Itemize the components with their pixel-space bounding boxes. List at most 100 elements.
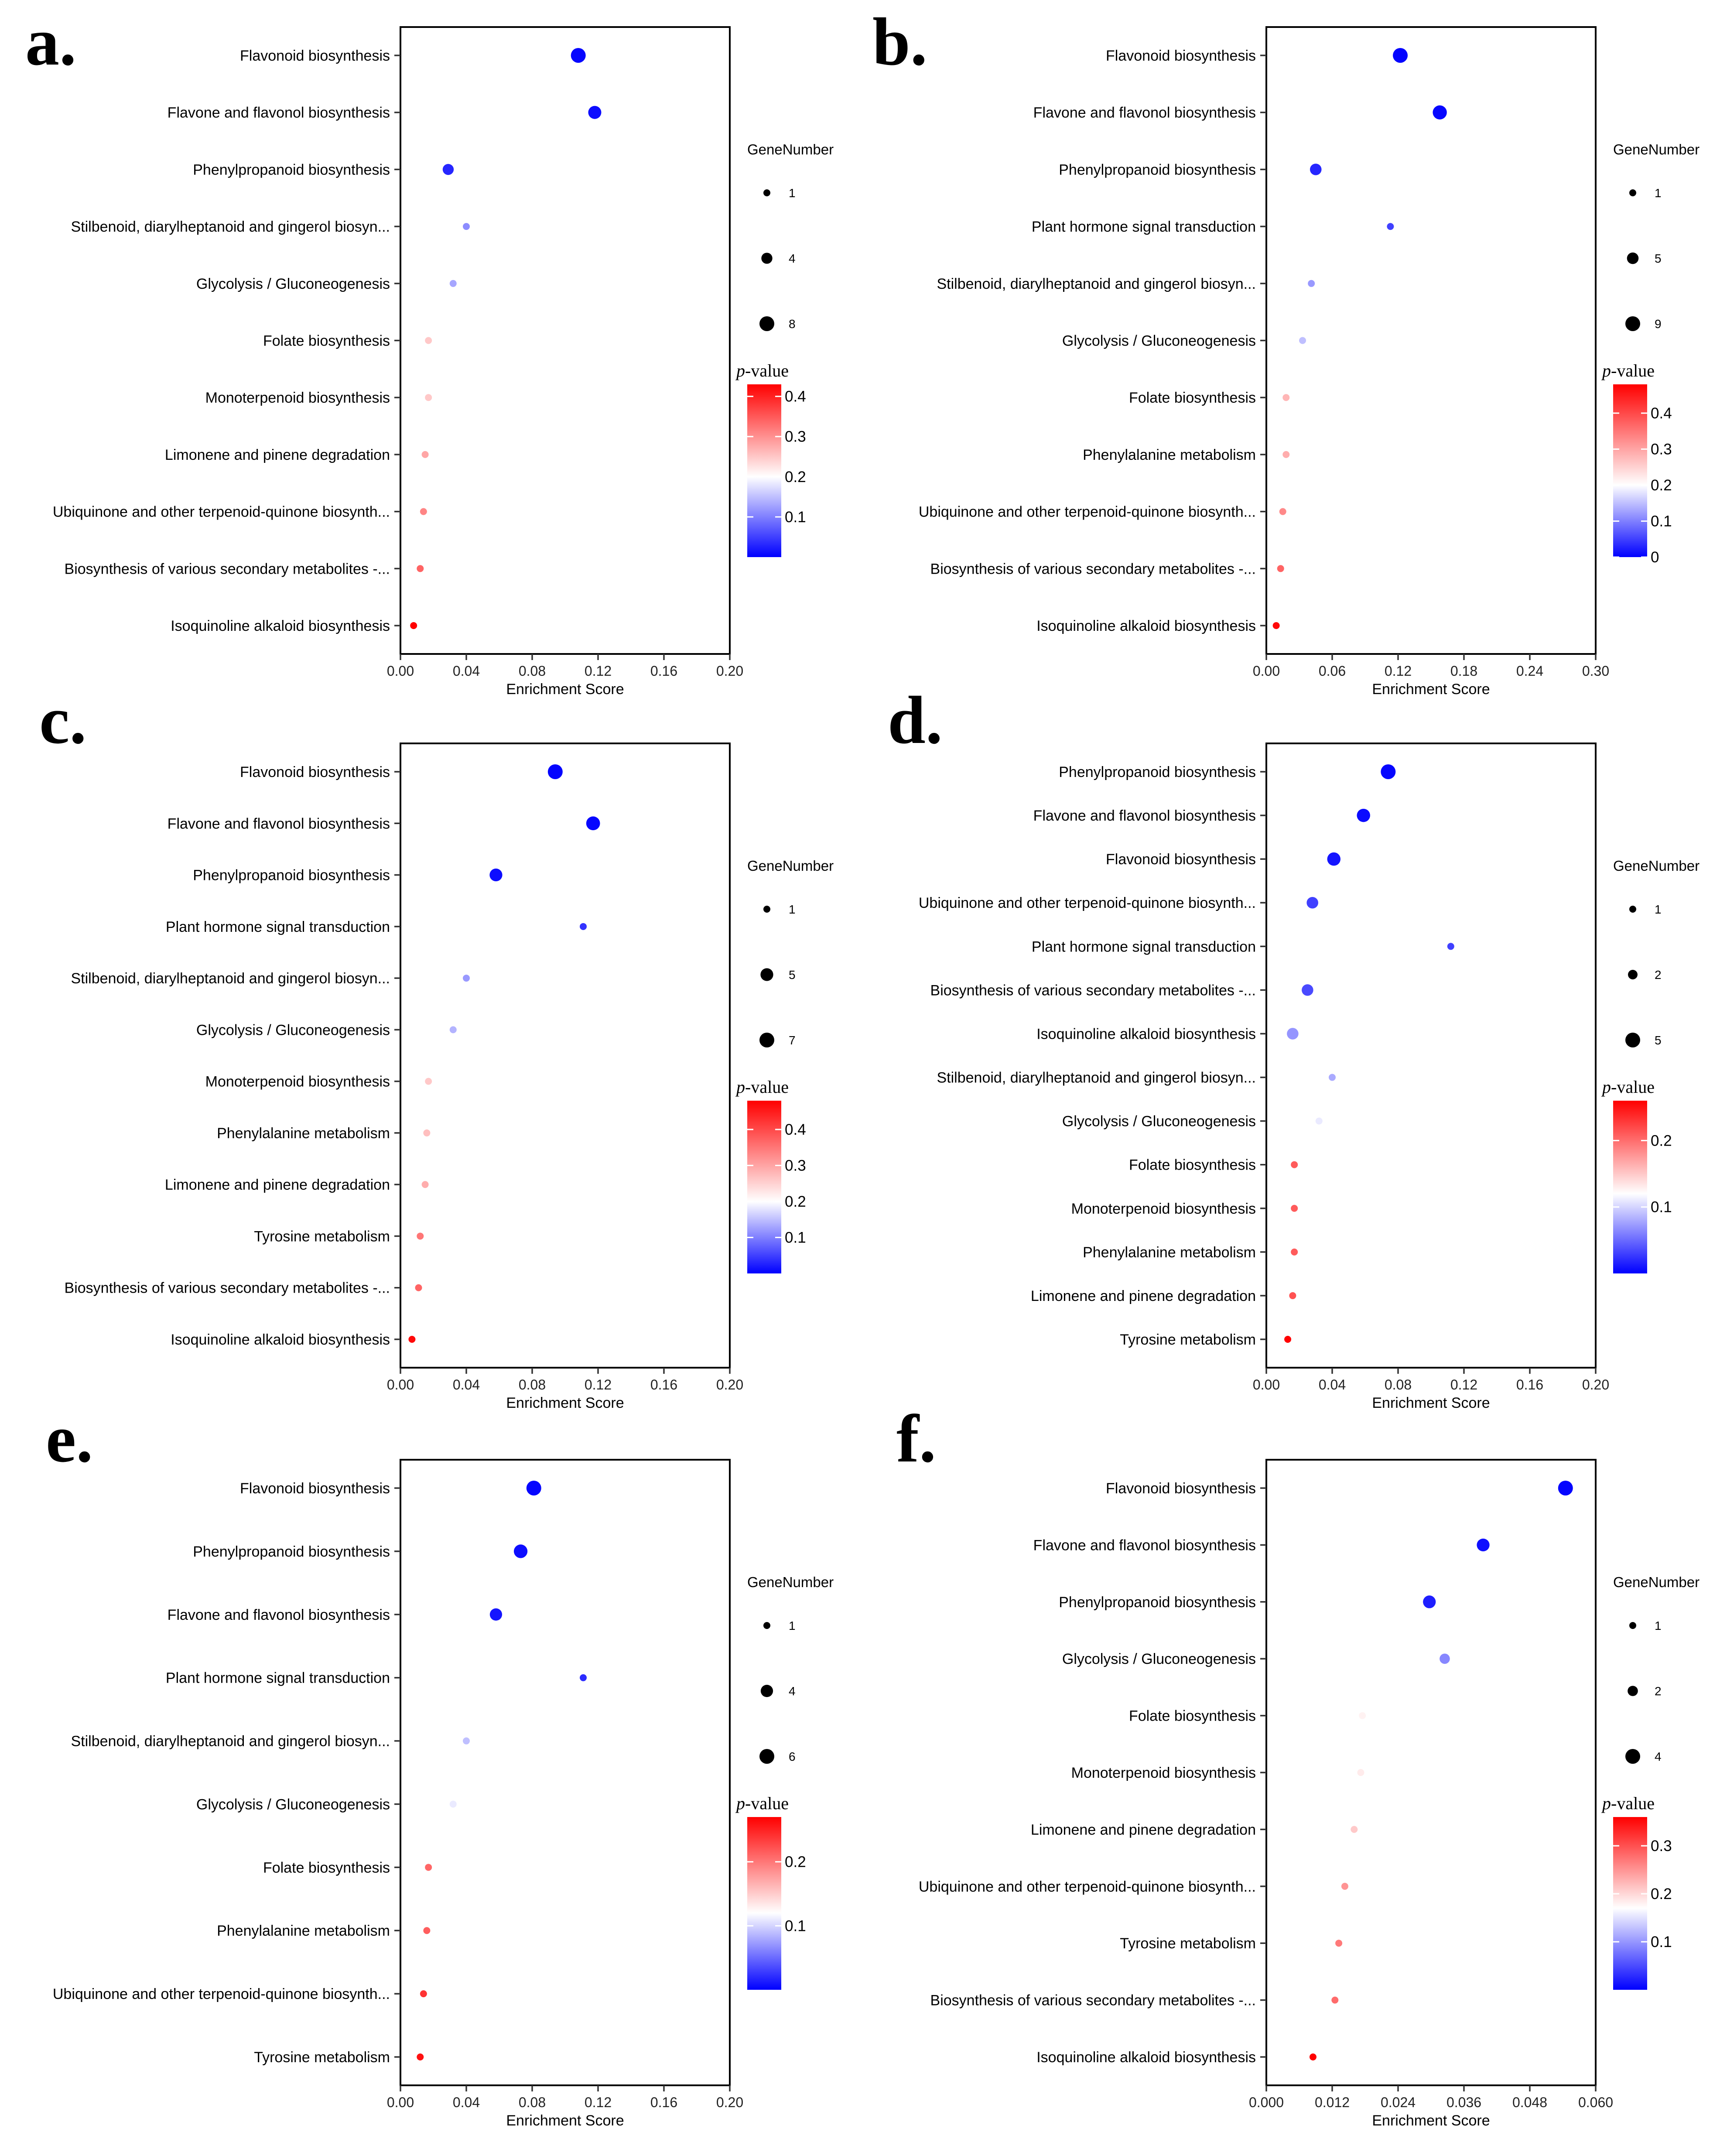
y-tick-label: Flavone and flavonol biosynthesis — [1033, 105, 1256, 121]
size-legend-label: 1 — [789, 1619, 796, 1632]
color-bar-label: 0 — [1651, 549, 1659, 566]
color-bar-label: 0.2 — [785, 1854, 806, 1871]
y-tick-label: Phenylalanine metabolism — [217, 1923, 390, 1939]
panel-c: c. 0.00 0.04 0.08 0.12 0.16 0.20 Enrichment Sco… — [39, 682, 834, 1411]
data-point — [571, 48, 586, 63]
color-bar — [747, 384, 781, 557]
x-tick-label: 0.24 — [1516, 663, 1543, 679]
y-tick-label: Glycolysis / Gluconeogenesis — [1062, 1113, 1256, 1130]
x-tick-label: 0.04 — [453, 2094, 480, 2110]
data-point — [425, 1864, 432, 1871]
size-legend-label: 5 — [1655, 1034, 1662, 1047]
y-tick-label: Isoquinoline alkaloid biosynthesis — [1036, 2049, 1256, 2066]
y-tick-label: Tyrosine metabolism — [254, 1228, 390, 1245]
data-point — [421, 1181, 429, 1188]
data-point — [449, 280, 457, 287]
size-legend-dot — [1628, 970, 1638, 979]
y-tick-label: Phenylpropanoid biosynthesis — [1059, 161, 1256, 178]
data-point — [1351, 1826, 1358, 1833]
panel-label: d. — [888, 682, 943, 758]
size-legend-label: 4 — [1655, 1750, 1662, 1763]
data-point — [425, 394, 432, 401]
data-point — [1282, 451, 1290, 458]
size-legend-dot — [1629, 906, 1636, 913]
x-axis-label: Enrichment Score — [506, 2112, 624, 2129]
plot-frame — [1265, 743, 1597, 1369]
x-tick-label: 0.30 — [1582, 663, 1609, 679]
y-tick-label: Flavonoid biosynthesis — [240, 764, 390, 780]
size-legend-dot — [1628, 1686, 1638, 1696]
x-tick-label: 0.16 — [650, 2094, 677, 2110]
size-legend-label: 8 — [789, 317, 796, 331]
data-point — [489, 1608, 503, 1621]
size-legend-label: 5 — [1655, 252, 1662, 265]
data-point — [586, 816, 600, 831]
color-bar-label: 0.2 — [785, 469, 806, 486]
x-tick-label: 0.12 — [585, 663, 612, 679]
x-tick-label: 0.00 — [387, 2094, 414, 2110]
data-point — [1306, 897, 1318, 909]
y-tick-label: Tyrosine metabolism — [1120, 1935, 1256, 1952]
size-legend-label: 1 — [789, 186, 796, 200]
size-legend-label: 7 — [789, 1034, 796, 1047]
data-point — [1381, 764, 1396, 779]
x-tick-label: 0.048 — [1512, 2094, 1547, 2110]
color-bar-label: 0.3 — [785, 1157, 806, 1174]
panel-f: f. 0.000 0.012 0.024 0.036 0.048 0.060 Enrichme… — [896, 1401, 1699, 2129]
data-point — [1477, 1538, 1490, 1552]
x-axis-label: Enrichment Score — [506, 681, 624, 698]
y-tick-label: Flavonoid biosynthesis — [240, 1480, 390, 1497]
size-legend-label: 1 — [789, 903, 796, 916]
color-legend-title: p-value — [1601, 361, 1655, 380]
plot-frame — [1265, 26, 1597, 655]
x-tick-label: 0.20 — [716, 2094, 743, 2110]
data-point — [1359, 1712, 1366, 1719]
color-bar-label: 0.1 — [785, 509, 806, 526]
color-bar-label: 0.4 — [1651, 405, 1672, 422]
size-legend-label: 6 — [789, 1750, 796, 1763]
color-bar-label: 0.1 — [1651, 513, 1672, 530]
data-point — [580, 1674, 587, 1681]
y-tick-label: Flavone and flavonol biosynthesis — [1033, 1537, 1256, 1554]
data-point — [1277, 565, 1284, 572]
data-point — [420, 1990, 427, 1998]
x-axis-label: Enrichment Score — [1372, 1395, 1490, 1411]
x-tick-label: 0.04 — [453, 663, 480, 679]
y-tick-label: Ubiquinone and other terpenoid-quinone b… — [53, 504, 390, 520]
x-axis-label: Enrichment Score — [1372, 2112, 1490, 2129]
y-tick-label: Tyrosine metabolism — [254, 2049, 390, 2066]
data-point — [417, 565, 424, 572]
data-point — [463, 975, 470, 982]
data-point — [417, 1232, 424, 1240]
data-point — [588, 106, 602, 119]
y-tick-label: Biosynthesis of various secondary metabo… — [930, 982, 1256, 999]
x-tick-label: 0.08 — [519, 1377, 546, 1393]
data-point — [415, 1284, 422, 1291]
y-tick-label: Phenylpropanoid biosynthesis — [1059, 764, 1256, 780]
size-legend-dot — [763, 189, 770, 196]
size-legend-dot — [763, 1622, 770, 1629]
y-tick-label: Biosynthesis of various secondary metabo… — [930, 1992, 1256, 2009]
plot-frame — [400, 1459, 731, 2086]
size-legend-title: GeneNumber — [1613, 141, 1699, 157]
y-tick-label: Isoquinoline alkaloid biosynthesis — [1036, 618, 1256, 634]
data-point — [1287, 1028, 1299, 1040]
data-point — [423, 1927, 431, 1934]
x-tick-label: 0.20 — [716, 1377, 743, 1393]
x-tick-label: 0.04 — [453, 1377, 480, 1393]
y-tick-label: Plant hormone signal transduction — [166, 1670, 390, 1687]
color-bar-label: 0.2 — [1651, 1886, 1672, 1903]
y-tick-label: Monoterpenoid biosynthesis — [205, 1074, 390, 1090]
panel-label: b. — [872, 4, 927, 79]
size-legend-title: GeneNumber — [747, 1574, 834, 1590]
color-bar — [747, 1101, 781, 1273]
y-tick-label: Biosynthesis of various secondary metabo… — [65, 561, 390, 577]
x-tick-label: 0.16 — [650, 1377, 677, 1393]
data-point — [547, 764, 563, 779]
x-tick-label: 0.06 — [1319, 663, 1346, 679]
y-tick-label: Phenylpropanoid biosynthesis — [193, 1543, 390, 1560]
y-tick-label: Isoquinoline alkaloid biosynthesis — [1036, 1026, 1256, 1042]
data-point — [421, 451, 429, 458]
